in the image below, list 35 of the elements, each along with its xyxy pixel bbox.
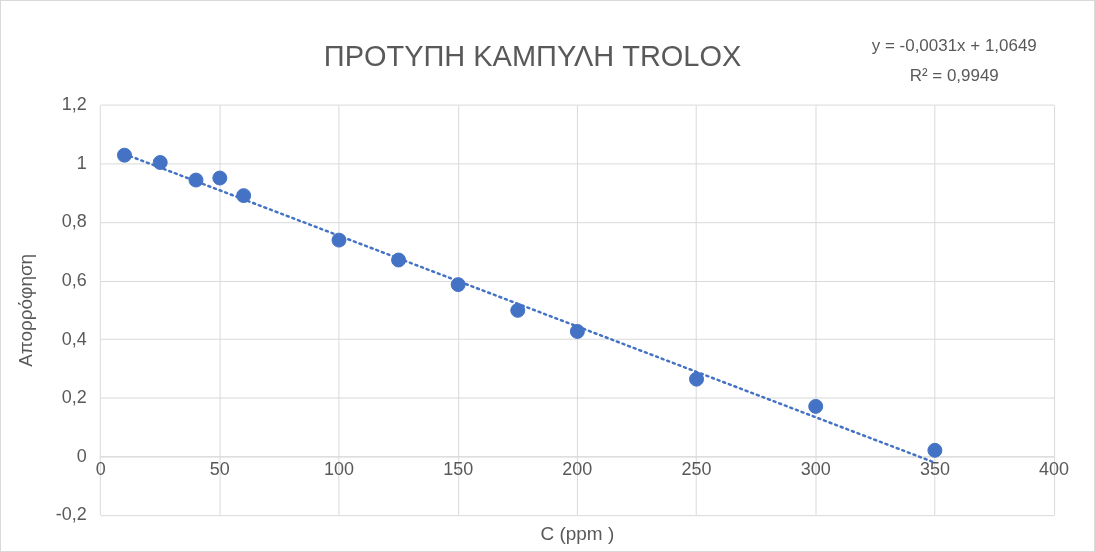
point xyxy=(331,232,347,248)
x-tick-label: 50 xyxy=(209,459,230,480)
x-tick-label: 400 xyxy=(1039,459,1070,480)
point xyxy=(116,147,132,163)
y-tick-label: 0 xyxy=(76,445,87,466)
point xyxy=(450,277,466,293)
point xyxy=(689,371,705,387)
x-tick-label: 200 xyxy=(562,459,593,480)
point xyxy=(569,323,585,339)
x-tick-label: 0 xyxy=(95,459,106,480)
x-tick-label: 100 xyxy=(324,459,354,480)
x-tick-label: 350 xyxy=(919,459,950,480)
y-axis-title: Απορρόφηση xyxy=(14,253,36,367)
text: R² = 0,9949 xyxy=(909,65,999,85)
point xyxy=(152,155,168,170)
point xyxy=(927,442,943,458)
point xyxy=(808,398,824,414)
y-tick-label: 0,6 xyxy=(61,270,87,291)
point xyxy=(510,302,526,318)
y-tick-label: 1 xyxy=(76,152,87,173)
point xyxy=(212,170,228,186)
point xyxy=(188,172,204,188)
y-tick-label: 0,2 xyxy=(61,387,87,408)
x-tick-label: 150 xyxy=(443,459,474,480)
text: y = -0,0031x + 1,0649 xyxy=(871,35,1037,55)
y-tick-label: 0,4 xyxy=(61,328,87,349)
y-tick-label: 0,8 xyxy=(61,211,87,232)
x-tick-label: 250 xyxy=(681,459,712,480)
point xyxy=(236,188,252,204)
y-tick-label: -0,2 xyxy=(55,504,87,525)
y-tick-label: 1,2 xyxy=(61,94,87,115)
x-tick-label: 300 xyxy=(800,459,831,480)
point xyxy=(391,252,407,268)
x-axis-title: C (ppm ) xyxy=(540,522,615,544)
chart-title: ΠΡΟΤΥΠΗ ΚΑΜΠΥΛΗ TROLOX xyxy=(323,40,742,73)
